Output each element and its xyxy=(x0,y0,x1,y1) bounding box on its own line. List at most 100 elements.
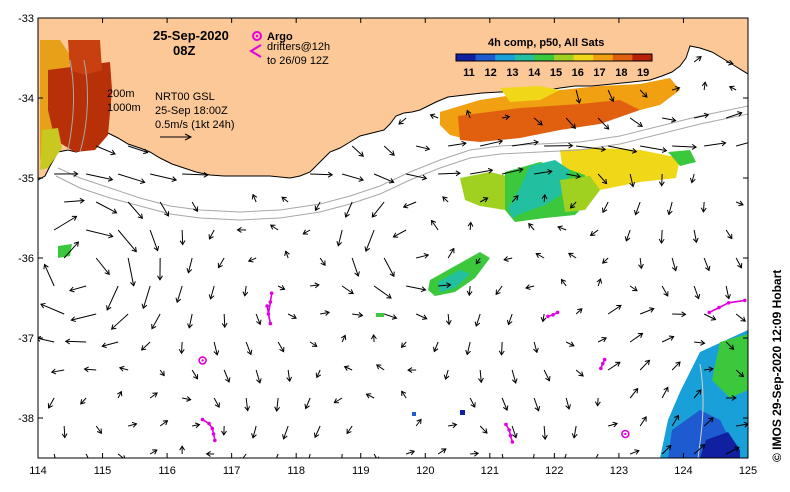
current-vector xyxy=(475,313,481,327)
product-name: NRT00 GSL xyxy=(155,91,215,103)
current-vector xyxy=(283,425,289,440)
current-vector-head xyxy=(251,193,258,200)
current-vector-head xyxy=(159,370,165,377)
current-vector-head xyxy=(601,336,608,343)
current-vector xyxy=(84,368,97,371)
drifter-3 xyxy=(200,417,217,443)
current-vector-head xyxy=(641,416,647,422)
current-vector xyxy=(629,173,634,187)
current-vector xyxy=(590,229,599,236)
current-vector-head xyxy=(247,256,254,263)
current-vector-head xyxy=(324,310,331,316)
current-vector xyxy=(528,223,535,231)
current-vector xyxy=(533,341,538,353)
current-vector xyxy=(398,117,407,125)
current-vector-head xyxy=(208,294,215,300)
current-vector xyxy=(337,229,343,246)
current-vector xyxy=(565,117,576,129)
current-vector-head xyxy=(358,151,364,157)
current-vector-head xyxy=(118,365,125,372)
current-vector-head xyxy=(193,206,199,213)
current-vector-head xyxy=(83,366,89,373)
current-vector xyxy=(639,308,654,315)
current-vector xyxy=(365,229,375,252)
current-vector-head xyxy=(143,148,149,155)
current-vector-head xyxy=(179,240,186,246)
current-vector-head xyxy=(422,314,428,320)
current-vector-head xyxy=(358,176,365,182)
current-vector-head xyxy=(467,221,474,227)
current-vector xyxy=(726,61,733,65)
current-vector xyxy=(401,391,407,399)
current-vector xyxy=(501,397,508,411)
drifter-2 xyxy=(265,291,274,326)
current-vector-head xyxy=(668,335,675,341)
current-vector xyxy=(466,341,471,355)
current-vector xyxy=(629,388,639,399)
current-vector-head xyxy=(738,200,744,207)
drifter-position xyxy=(717,305,721,310)
current-vector-head xyxy=(663,386,669,393)
sst-west-yellow xyxy=(40,128,62,170)
current-vector-head xyxy=(696,56,702,62)
drifter-position xyxy=(200,417,205,422)
current-vector-head xyxy=(312,341,318,347)
current-vector xyxy=(64,200,85,203)
current-vector xyxy=(448,142,466,147)
current-vector xyxy=(479,369,482,383)
current-vector-head xyxy=(398,119,404,125)
x-tick-label: 118 xyxy=(287,465,305,477)
current-vector xyxy=(602,257,609,264)
y-tick-label: -38 xyxy=(18,413,34,425)
current-vector-head xyxy=(269,224,276,230)
current-vector-head xyxy=(101,342,107,349)
current-vector xyxy=(702,201,705,212)
current-vector-head xyxy=(54,462,59,466)
current-vector-head xyxy=(594,401,601,407)
current-vector-head xyxy=(637,332,644,338)
drifter-position xyxy=(510,440,515,444)
current-vector-head xyxy=(213,350,220,356)
current-vector-head xyxy=(375,364,382,370)
current-vector-head xyxy=(314,205,320,212)
current-vector-head xyxy=(537,120,543,126)
current-vector xyxy=(371,201,385,218)
current-vector xyxy=(248,257,257,262)
current-vector xyxy=(69,285,87,292)
current-vector-head xyxy=(451,422,458,429)
current-vector xyxy=(95,145,116,155)
current-vector xyxy=(629,117,643,127)
current-vector-head xyxy=(570,123,576,130)
current-vector xyxy=(570,201,577,209)
colorbar-swatch xyxy=(495,54,516,61)
current-vector xyxy=(693,229,697,243)
vector-scale: 0.5m/s (1kt 24h) xyxy=(155,119,234,131)
current-vector-head xyxy=(343,365,350,371)
current-vector-head xyxy=(386,293,392,299)
current-vector-head xyxy=(221,322,228,329)
current-vector xyxy=(277,285,285,290)
current-vector xyxy=(431,220,439,231)
current-vector-head xyxy=(710,315,717,321)
current-vector-head xyxy=(400,342,407,348)
current-vector xyxy=(597,397,599,406)
current-vector xyxy=(117,229,137,252)
current-vector xyxy=(373,173,394,183)
current-vector xyxy=(346,425,353,434)
current-vector xyxy=(373,334,375,343)
current-vector-head xyxy=(424,145,431,152)
current-vector-head xyxy=(302,229,308,235)
current-vector xyxy=(270,224,279,231)
current-vector xyxy=(470,452,479,455)
sst-south-red xyxy=(458,100,640,142)
current-vector-head xyxy=(497,138,504,145)
current-vector-head xyxy=(487,167,494,174)
current-vector xyxy=(639,416,647,427)
current-vector xyxy=(376,364,385,371)
current-vector-head xyxy=(40,302,46,309)
current-vector xyxy=(351,145,364,157)
current-vector xyxy=(470,169,493,175)
current-vector-head xyxy=(194,422,201,429)
current-vector-head xyxy=(443,374,450,381)
current-vector xyxy=(635,201,641,215)
